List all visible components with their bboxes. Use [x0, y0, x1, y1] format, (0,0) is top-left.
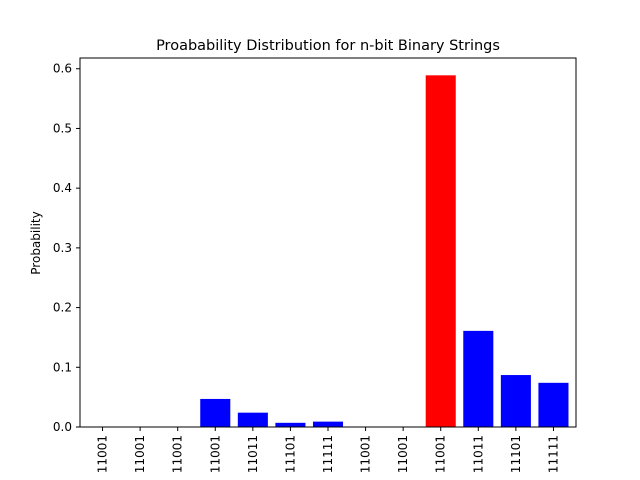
x-tick-label: 11101: [283, 435, 297, 473]
y-axis-ticks: 0.0 0.1 0.2 0.3 0.4 0.5 0.6: [53, 62, 80, 434]
y-tick-label: 0.4: [53, 181, 72, 195]
bar-11: [500, 375, 531, 427]
x-tick-label: 11001: [96, 435, 110, 473]
y-axis-label: Probability: [29, 211, 43, 274]
bar-10: [463, 330, 494, 427]
bar-3: [200, 398, 231, 427]
x-tick-label: 11001: [359, 435, 373, 473]
bar-12: [538, 382, 569, 427]
x-tick-label: 11001: [171, 435, 185, 473]
y-tick-label: 0.6: [53, 62, 72, 76]
x-tick-label: 11001: [396, 435, 410, 473]
bar-4: [237, 412, 268, 427]
x-tick-label: 11001: [208, 435, 222, 473]
x-tick-label: 11111: [546, 435, 560, 473]
x-tick-label: 11011: [471, 435, 485, 473]
y-tick-label: 0.0: [53, 420, 72, 434]
x-tick-label: 11101: [509, 435, 523, 473]
y-tick-label: 0.5: [53, 121, 72, 135]
chart-title: Proabability Distribution for n-bit Bina…: [156, 38, 500, 54]
x-tick-label: 11011: [246, 435, 260, 473]
x-tick-label: 11001: [133, 435, 147, 473]
x-tick-label: 11111: [321, 435, 335, 473]
y-tick-label: 0.1: [53, 360, 72, 374]
plot-frame: [79, 57, 577, 428]
bar-6: [312, 421, 344, 427]
y-tick-label: 0.3: [53, 241, 72, 255]
bar-5: [275, 422, 306, 427]
y-tick-label: 0.2: [53, 301, 72, 315]
x-tick-label: 11001: [434, 435, 448, 473]
bars-group: [200, 75, 569, 427]
bar-9: [425, 75, 456, 427]
x-axis-ticks: 11001 11001 11001 11001 11011 11101 11111 11001…: [96, 427, 560, 473]
